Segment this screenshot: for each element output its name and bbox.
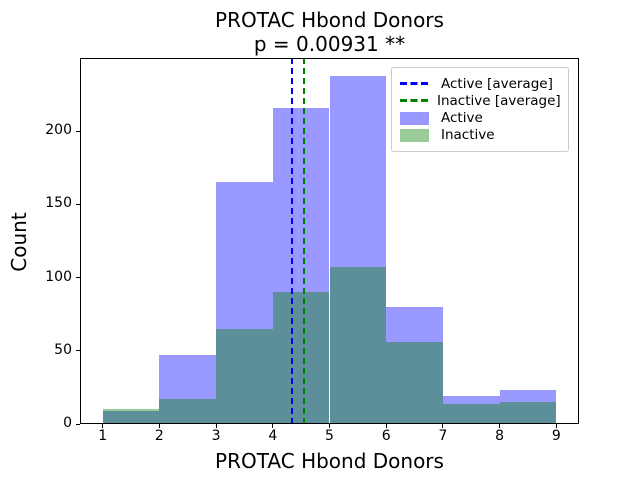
plot-area: Active [average] Inactive [average] Active…	[80, 58, 579, 424]
y-tick	[76, 423, 80, 425]
hist-bar-active	[159, 355, 217, 424]
y-tick-label: 0	[63, 415, 72, 431]
x-tick	[499, 424, 501, 428]
active-average-line	[290, 58, 293, 424]
y-tick	[76, 350, 80, 352]
hist-bar-inactive	[272, 292, 330, 424]
hist-bar-inactive	[442, 403, 500, 424]
x-tick	[442, 424, 444, 428]
hist-bar-active	[329, 75, 387, 424]
legend-item: Active	[400, 110, 560, 127]
y-tick-label: 150	[45, 195, 72, 212]
y-axis-label: Count	[7, 212, 31, 272]
legend-item: Inactive [average]	[400, 92, 561, 109]
x-tick	[555, 424, 557, 428]
title-block: PROTAC Hbond Donors p = 0.00931 **	[80, 8, 579, 56]
legend-item-label: Inactive [average]	[437, 92, 561, 109]
y-tick-label: 50	[54, 341, 72, 358]
y-tick	[76, 130, 80, 132]
legend-patch-sample	[400, 111, 429, 125]
legend-item-label: Active [average]	[441, 75, 553, 92]
legend-dashed-line-sample	[400, 99, 428, 103]
hist-bar-inactive	[329, 267, 387, 424]
y-tick-label: 200	[45, 122, 72, 139]
hist-bar-inactive	[386, 342, 443, 424]
legend-patch-sample	[400, 128, 429, 142]
x-tick-label: 3	[211, 428, 221, 444]
x-tick-label: 8	[495, 428, 505, 444]
y-tick	[76, 203, 80, 205]
legend-sample	[400, 99, 428, 103]
x-tick	[158, 424, 160, 428]
x-tick	[272, 424, 274, 428]
hist-bar-inactive	[216, 328, 273, 424]
legend: Active [average] Inactive [average] Active…	[391, 67, 569, 152]
x-tick-label: 9	[551, 428, 561, 444]
inactive-average-line	[302, 58, 305, 424]
hist-bar-inactive	[499, 402, 557, 424]
legend-sample	[400, 111, 432, 125]
x-axis-label: PROTAC Hbond Donors	[215, 449, 444, 473]
legend-item-label: Inactive	[441, 127, 495, 144]
legend-item-label: Active	[441, 110, 483, 127]
x-tick	[215, 424, 217, 428]
hist-bar-inactive	[159, 399, 217, 424]
hist-bar-active	[386, 306, 443, 424]
x-tick-label: 7	[438, 428, 448, 444]
x-tick	[329, 424, 330, 428]
legend-sample	[400, 128, 432, 142]
hist-bar-active	[272, 107, 330, 424]
hist-bar-active	[102, 410, 160, 424]
y-tick-label: 100	[45, 268, 72, 285]
chart-subtitle: p = 0.00931 **	[253, 32, 406, 56]
y-tick	[76, 277, 80, 279]
chart-title: PROTAC Hbond Donors	[215, 8, 444, 32]
legend-item: Active [average]	[400, 75, 560, 92]
legend-item: Inactive	[400, 127, 560, 144]
hist-bar-active	[499, 390, 557, 424]
legend-sample	[400, 82, 432, 85]
x-tick	[102, 424, 104, 428]
hist-bar-active	[442, 396, 500, 424]
x-tick	[385, 424, 387, 428]
x-tick-label: 6	[381, 428, 391, 444]
x-tick-label: 2	[154, 428, 164, 444]
legend-dashed-line-sample	[400, 82, 428, 85]
x-tick-label: 5	[325, 428, 334, 444]
hist-bar-active	[216, 182, 273, 424]
x-tick-label: 4	[268, 428, 278, 444]
hist-bar-inactive	[102, 409, 160, 424]
x-tick-label: 1	[98, 428, 108, 444]
